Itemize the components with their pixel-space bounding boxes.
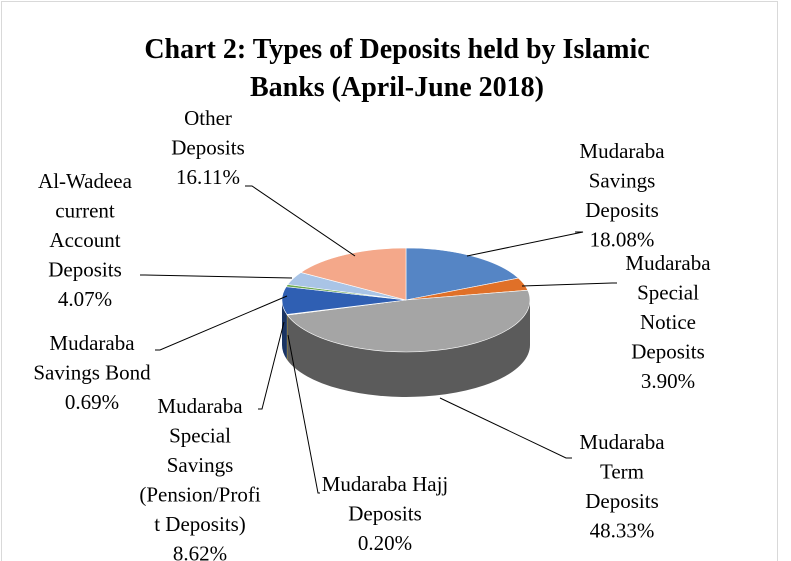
category-label: Mudaraba Term Deposits <box>579 430 665 513</box>
leader-line <box>258 321 285 410</box>
pie-slice-side <box>282 300 287 360</box>
leader-line <box>155 295 288 351</box>
category-label: Mudaraba Savings Deposits <box>579 139 665 222</box>
leader-line <box>439 397 572 459</box>
value-label: 0.69% <box>65 390 119 414</box>
pie-slice <box>405 247 520 301</box>
leader-line <box>466 231 584 257</box>
chart-title: Chart 2: Types of Deposits held by Islam… <box>144 34 649 103</box>
pie-slice <box>300 247 407 301</box>
pie-slice <box>286 289 531 353</box>
category-label: Mudaraba Savings Bond <box>33 331 151 385</box>
category-label: Mudaraba Hajj Deposits <box>322 472 449 526</box>
value-label: 0.20% <box>358 531 412 555</box>
value-label: 4.07% <box>58 287 112 311</box>
value-label: 3.90% <box>641 369 695 393</box>
value-label: 16.11% <box>176 165 240 189</box>
leader-line <box>140 274 293 279</box>
leader-line <box>287 334 320 494</box>
value-label: 8.62% <box>173 542 227 561</box>
category-label: Al-Wadeea current Account Deposits <box>38 169 133 282</box>
category-label: Other Deposits <box>171 106 245 160</box>
leader-line <box>245 185 356 257</box>
value-label: 18.08% <box>590 228 655 252</box>
leader-line <box>521 282 617 287</box>
category-label: Mudaraba Special Savings (Pension/Profi t De… <box>139 394 261 536</box>
pie-slice-side <box>287 300 530 397</box>
category-label: Mudaraba Special Notice Deposits <box>625 251 711 364</box>
value-label: 48.33% <box>590 519 655 543</box>
